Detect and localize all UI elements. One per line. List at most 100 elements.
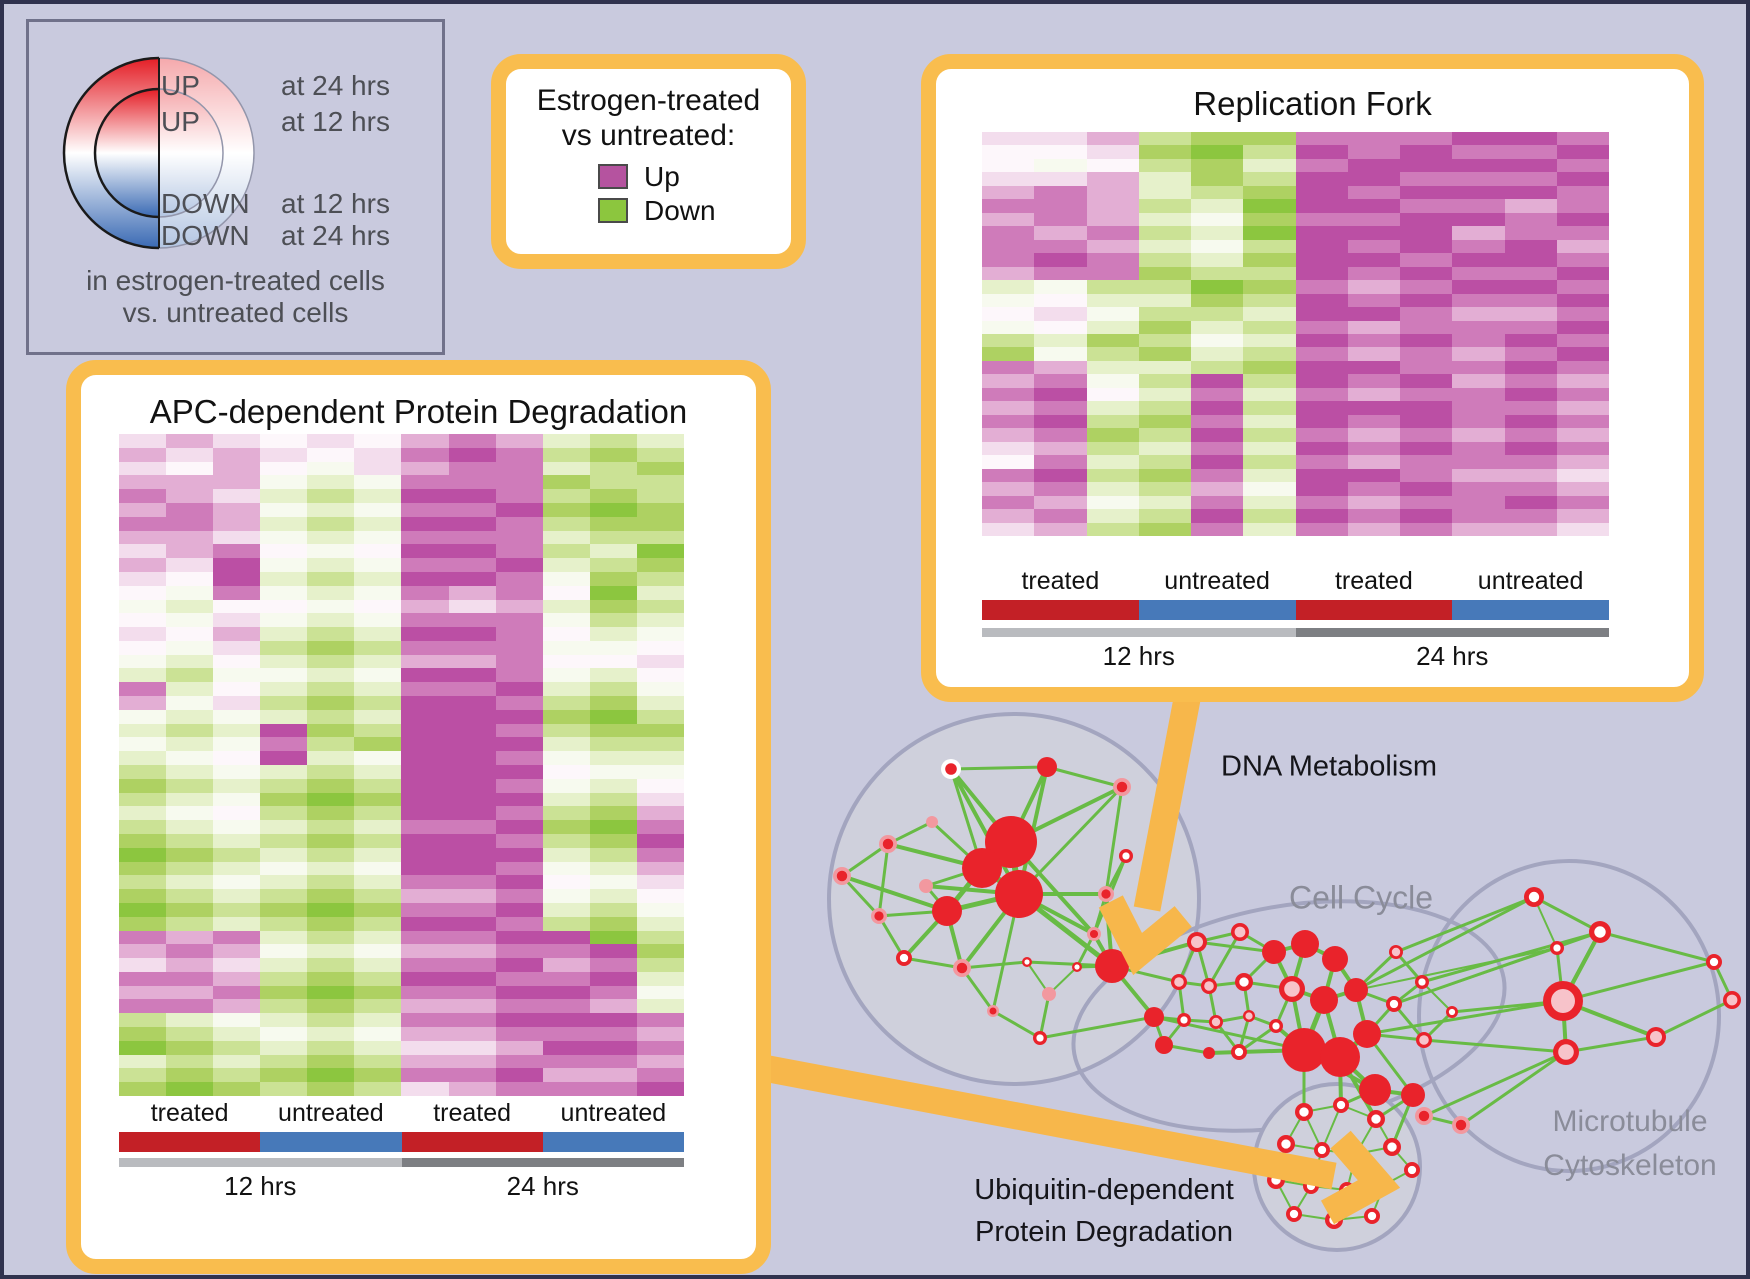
heatmap-cell — [166, 1040, 214, 1055]
heatmap-cell — [589, 833, 637, 848]
heatmap-cell — [1086, 347, 1139, 361]
faded-right-half — [159, 58, 254, 248]
network-node-core — [989, 1007, 997, 1015]
heatmap-cell — [542, 585, 590, 600]
heatmap-cell — [401, 1082, 449, 1096]
heatmap-cell — [542, 751, 590, 765]
network-node — [995, 870, 1043, 918]
heatmap-cell — [1191, 226, 1244, 240]
heatmap-cell — [1347, 132, 1400, 146]
heatmap-cell — [307, 585, 355, 600]
heatmap-cell — [448, 585, 496, 600]
heatmap-cell — [1243, 482, 1296, 496]
heatmap-cell — [1400, 387, 1453, 402]
network-node-core — [1418, 1110, 1430, 1122]
heatmap-cell — [1556, 333, 1609, 348]
heatmap-cell — [260, 751, 308, 765]
network-edge — [991, 1009, 1042, 1040]
network-edge — [1393, 947, 1558, 1005]
heatmap-cell — [119, 1027, 167, 1041]
heatmap-cell — [542, 640, 590, 655]
heatmap-cell — [1504, 158, 1557, 173]
heatmap-cell — [1034, 347, 1087, 361]
heatmap-cell — [213, 696, 261, 710]
network-node-core — [1387, 1142, 1397, 1152]
heatmap-cell — [542, 971, 590, 986]
heatmap-cell — [1243, 441, 1296, 456]
heatmap-cell — [1295, 441, 1348, 456]
network-node — [1291, 930, 1319, 958]
heatmap-cell — [589, 447, 637, 462]
heatmap-cell — [448, 1040, 496, 1055]
condition-label: untreated — [1164, 567, 1270, 595]
heatmap-cell — [1452, 509, 1505, 523]
network-node — [1310, 986, 1338, 1014]
heatmap-cell — [1191, 333, 1244, 348]
heatmap-cell — [589, 654, 637, 669]
heatmap-cell — [1347, 266, 1400, 281]
heatmap-cell — [1556, 482, 1609, 496]
heatmap-cell — [636, 833, 684, 848]
inner-right-arc — [158, 88, 224, 218]
network-node — [962, 848, 1002, 888]
heatmap-cell — [307, 930, 355, 945]
heatmap-cell — [1138, 307, 1191, 321]
heatmap-cell — [401, 434, 449, 448]
heatmap-cell — [307, 806, 355, 821]
heatmap-cell — [354, 916, 402, 931]
heatmap-cell — [213, 833, 261, 848]
heatmap-cell — [636, 709, 684, 724]
network-edge — [1354, 895, 1536, 992]
heatmap-cell — [307, 1068, 355, 1083]
network-node-core — [945, 763, 957, 775]
heatmap-cell — [213, 902, 261, 917]
heatmap-cell — [260, 902, 308, 917]
network-edge — [1038, 1015, 1156, 1040]
heatmap-cell — [982, 482, 1035, 496]
heatmap-cell — [589, 778, 637, 793]
heatmap-cell — [448, 875, 496, 890]
condition-bar-untreated — [1452, 600, 1609, 620]
heatmap-cell — [542, 1040, 590, 1055]
network-edge — [1564, 1035, 1658, 1054]
heatmap-cell — [1347, 199, 1400, 213]
heatmap-cell — [119, 502, 167, 517]
heatmap-cell — [1138, 455, 1191, 469]
heatmap-cell — [1138, 239, 1191, 254]
network-edge — [877, 914, 906, 960]
heatmap-cell — [448, 765, 496, 779]
heatmap-cell — [1138, 253, 1191, 267]
heatmap-cell — [213, 1054, 261, 1069]
heatmap-cell — [448, 985, 496, 1000]
heatmap-cell — [1191, 253, 1244, 267]
heatmap-cell — [636, 654, 684, 669]
heatmap-cell — [354, 530, 402, 545]
heatmap-cell — [982, 239, 1035, 254]
heatmap-cell — [495, 654, 543, 669]
network-node — [1262, 940, 1286, 964]
heatmap-cell — [1191, 401, 1244, 415]
heatmap-cell — [1191, 145, 1244, 159]
network-node-core — [1594, 926, 1606, 938]
heatmap-cell — [448, 971, 496, 986]
heatmap-cell — [1034, 320, 1087, 334]
heatmap-cell — [401, 1013, 449, 1028]
network-node-core — [1122, 852, 1130, 860]
heatmap-cell — [354, 861, 402, 876]
heatmap-cell — [166, 1082, 214, 1096]
heatmap-cell — [589, 1040, 637, 1055]
network-node-core — [1211, 1017, 1221, 1027]
heatmap-cell — [1347, 360, 1400, 375]
heatmap-cell — [401, 502, 449, 517]
heatmap-cell — [1191, 307, 1244, 321]
heatmap-cell — [1191, 495, 1244, 510]
heatmap-cell — [307, 778, 355, 793]
heatmap-cell — [1347, 387, 1400, 402]
heatmap-cell — [166, 571, 214, 586]
heatmap-cell — [1191, 266, 1244, 281]
heatmap-cell — [307, 723, 355, 738]
heatmap-cell — [636, 792, 684, 807]
heatmap-cell — [354, 447, 402, 462]
heatmap-cell — [213, 765, 261, 779]
heatmap-cell — [401, 916, 449, 931]
